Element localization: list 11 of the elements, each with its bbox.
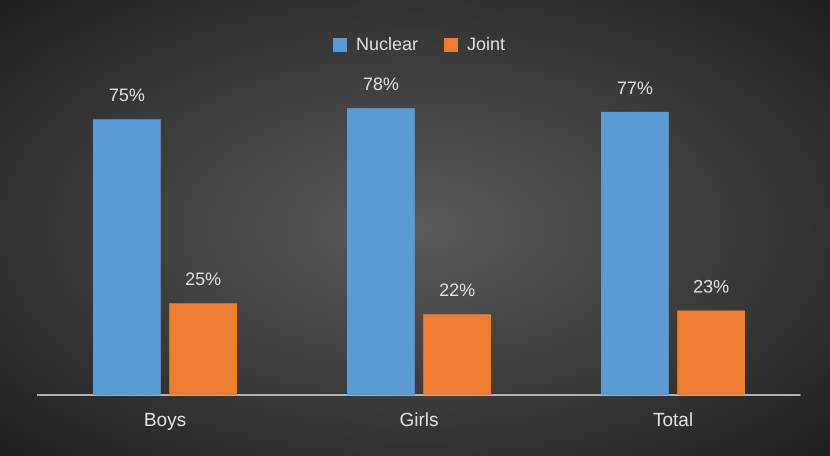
data-label: 77% — [616, 78, 653, 98]
data-label: 78% — [362, 74, 399, 94]
x-tick-label: Boys — [144, 410, 186, 431]
x-tick-label: Girls — [399, 410, 439, 431]
legend-label: Joint — [467, 34, 506, 54]
data-label: 22% — [439, 280, 476, 300]
legend-label: Nuclear — [356, 34, 418, 54]
data-label: 75% — [108, 85, 145, 106]
data-label: 23% — [693, 276, 730, 297]
x-tick-label: Total — [652, 410, 694, 431]
data-label: 25% — [185, 269, 222, 290]
